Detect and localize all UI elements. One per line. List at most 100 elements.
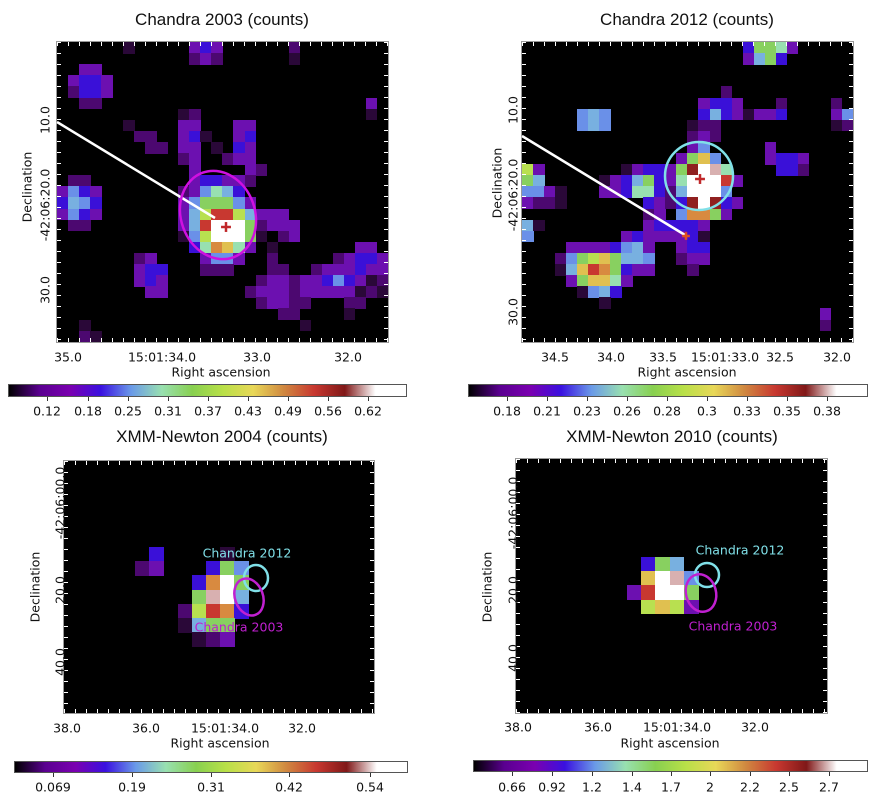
image-pixel (665, 230, 677, 243)
image-pixel (189, 241, 201, 254)
image-pixel (310, 286, 323, 298)
colorbar-tick-label: 2.2 (740, 779, 760, 795)
image-canvas (522, 42, 853, 342)
image-pixel (343, 252, 356, 265)
image-pixel (376, 275, 388, 287)
image-pixel (266, 241, 279, 254)
image-pixel (698, 241, 711, 254)
image-pixel (220, 618, 235, 633)
image-pixel (90, 86, 102, 99)
image-pixel (244, 153, 257, 165)
x-tick-label: 33.0 (243, 349, 271, 365)
colorbar-tick (507, 397, 508, 401)
image-pixel (233, 141, 246, 154)
image-pixel (643, 219, 655, 232)
x-axis-label: Right ascension (637, 364, 737, 380)
image-pixel (321, 275, 334, 287)
image-pixel (255, 297, 268, 309)
image-pixel (288, 297, 301, 309)
colorbar-tick-label: 0.21 (533, 403, 561, 419)
image-pixel (566, 252, 578, 265)
image-pixel (145, 275, 157, 287)
image-pixel (244, 208, 257, 221)
colorbar-tick (289, 773, 290, 777)
colorbar-tick (211, 773, 212, 777)
image-pixel (643, 264, 655, 276)
image-pixel (764, 53, 777, 65)
image-pixel (68, 197, 80, 210)
image-pixel (555, 186, 567, 198)
colorbar-tick (328, 397, 329, 401)
colorbar-tick-label: 0.66 (498, 779, 526, 795)
image-pixel (321, 286, 334, 298)
image-pixel (178, 153, 190, 165)
image-pixel (588, 241, 600, 254)
image-pixel (189, 219, 201, 232)
panel-title: XMM-Newton 2004 (counts) (116, 427, 328, 446)
image-pixel (189, 53, 201, 65)
image-pixel (709, 97, 722, 110)
panel-title: Chandra 2012 (counts) (600, 10, 774, 29)
image-pixel (599, 241, 611, 254)
image-pixel (376, 264, 388, 276)
image-pixel (643, 252, 655, 265)
image-pixel (720, 108, 733, 121)
image-pixel (288, 219, 301, 232)
axis-tick-marks (823, 459, 827, 713)
image-pixel (244, 164, 257, 176)
image-pixel (145, 264, 157, 276)
y-tick-label: 20.0 (52, 576, 68, 604)
x-tick-label: 38.0 (53, 720, 81, 736)
x-tick-label: 15:01:33.0 (690, 349, 760, 365)
colorbar-tick-label: 0.19 (118, 779, 146, 795)
image-pixel (220, 561, 235, 576)
colorbar-tick-label: 1.7 (661, 779, 681, 795)
image-pixel (156, 264, 168, 276)
image-pixel (599, 286, 611, 298)
image-pixel (233, 119, 246, 132)
image-pixel (764, 141, 777, 154)
image-pixel (189, 119, 201, 132)
image-pixel (676, 241, 689, 254)
image-pixel (683, 571, 699, 586)
axis-tick-marks (64, 709, 374, 713)
image-pixel (244, 119, 257, 132)
x-tick-label: 32.5 (766, 349, 794, 365)
image-pixel (57, 197, 69, 210)
image-pixel (654, 208, 666, 221)
image-pixel (177, 603, 193, 619)
image-pixel (255, 164, 268, 176)
y-axis-label: Declination (19, 151, 35, 223)
image-pixel (720, 86, 733, 99)
image-pixel (577, 119, 589, 132)
image-pixel (189, 164, 201, 176)
image-pixel (687, 175, 700, 187)
colorbar-tick-label: 1.2 (582, 779, 602, 795)
image-pixel (683, 599, 699, 615)
image-pixel (698, 164, 711, 176)
image-pixel (79, 319, 91, 332)
image-pixel (79, 186, 91, 198)
image-pixel (244, 286, 257, 298)
image-pixel (90, 197, 102, 210)
colorbar-tick-label: 0.37 (194, 403, 222, 419)
y-tick-label: 40.0 (52, 648, 68, 676)
image-pixel (220, 632, 235, 647)
image-pixel (775, 42, 788, 54)
image-pixel (687, 219, 700, 232)
image-pixel (233, 219, 246, 232)
image-pixel (709, 153, 722, 165)
image-pixel (841, 119, 853, 132)
image-pixel (57, 186, 69, 198)
image-pixel (233, 130, 246, 143)
y-tick-label: 40.0 (505, 644, 521, 672)
colorbar-tick (789, 772, 790, 776)
image-pixel (533, 197, 545, 210)
x-tick-label: 32.0 (288, 720, 316, 736)
image-pixel (68, 219, 80, 232)
image-pixel (233, 175, 246, 187)
x-tick-label: 15:01:34.0 (127, 349, 197, 365)
image-pixel (178, 219, 190, 232)
image-pixel (233, 241, 246, 254)
image-pixel (79, 64, 91, 76)
